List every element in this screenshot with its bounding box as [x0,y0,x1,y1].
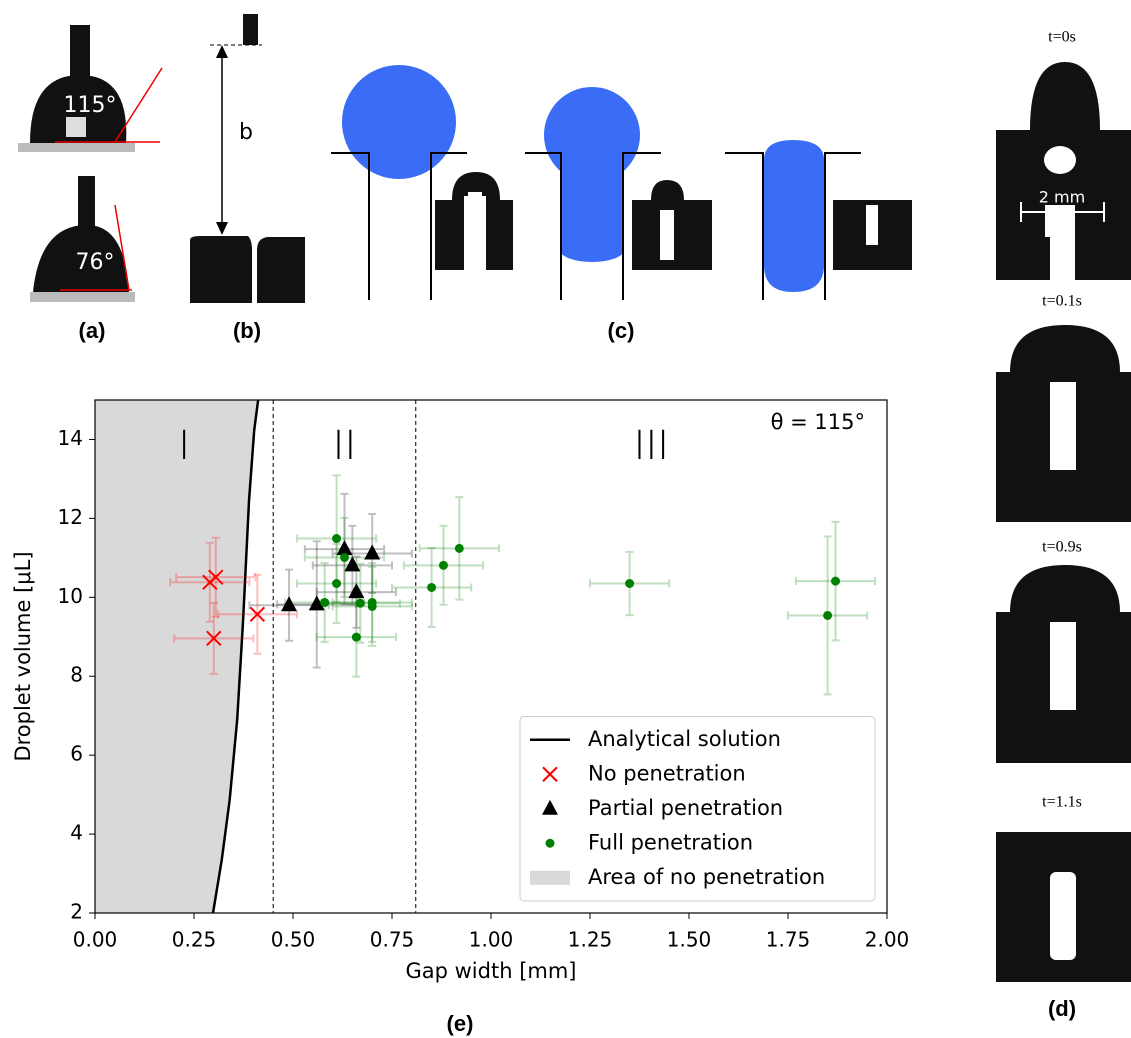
triangle-marker [336,540,353,556]
y-axis-label: Droplet volume [μL] [11,551,35,761]
triangle-marker [281,596,298,612]
y-tick-label: 10 [58,584,83,608]
dot-marker [367,601,377,611]
legend-label: Partial penetration [588,796,783,820]
photo-d [996,325,1131,522]
region-label: II [333,423,357,469]
photo-d [996,832,1131,982]
y-tick-label: 2 [70,900,83,924]
legend-label: Analytical solution [588,727,781,751]
schematic-c [331,65,861,300]
dot-marker [438,560,448,570]
x-axis-label: Gap width [mm] [405,959,576,983]
x-tick-label: 1.25 [568,928,613,952]
x-tick-label: 1.50 [667,928,712,952]
y-tick-label: 14 [58,426,83,450]
region-label: III [634,423,669,469]
dot-marker [355,598,365,608]
x-tick-label: 0.50 [271,928,316,952]
cross-marker [249,606,266,622]
region-label: I [178,423,190,469]
angle: 76° [76,250,115,275]
dot-marker [823,610,833,620]
angle: 115° [64,93,117,118]
photo-a-bottom: 76° [30,176,135,302]
dot-marker [427,582,437,592]
photo-a-top: 115° [18,25,163,155]
triangle-marker [542,799,558,815]
time-label: t=0s [1048,29,1076,46]
x-tick-label: 1.00 [469,928,514,952]
photo-b: b [190,14,305,303]
legend: Analytical solution No penetration Partial… [519,716,876,902]
x-tick-label: 0.75 [370,928,415,952]
dot-marker [545,838,555,848]
photo-c [435,172,912,270]
time-label: t=1.1s [1042,794,1082,811]
dot-marker [332,534,342,544]
dot-marker [625,578,635,588]
panel-label: (e) [447,1011,474,1036]
y-tick-label: 4 [70,821,83,845]
plot-frame [94,399,888,914]
cross-marker [542,766,558,782]
cross-marker [208,569,224,585]
dot-marker [351,632,361,642]
legend-box [519,716,876,902]
photo-d: 2 mm [996,62,1131,280]
annotation: θ = 115° [771,410,865,434]
analytical-line [211,399,260,914]
photo-d [996,565,1131,763]
dot-marker [831,576,841,586]
dimension: b [239,120,253,145]
triangle-marker [308,595,325,611]
triangle-marker [348,583,365,599]
y-tick-label: 8 [70,663,83,687]
dot-marker [454,543,464,553]
time-label: t=0.9s [1042,539,1082,556]
legend-handle [530,870,570,885]
dot-marker [332,578,342,588]
no-penetration-area [95,400,259,913]
triangle-marker [364,544,381,560]
panel-label: (d) [1048,996,1076,1021]
legend-label: Full penetration [588,830,753,854]
legend-label: No penetration [588,761,746,785]
panel-label: (c) [608,318,635,343]
x-tick-label: 0.00 [73,928,118,952]
dot-marker [339,552,349,562]
dot-marker [320,597,330,607]
triangle-marker [344,556,361,572]
panel-label: (a) [79,318,106,343]
cross-marker [206,630,222,647]
x-tick-label: 0.25 [172,928,217,952]
y-tick-label: 12 [58,505,83,529]
y-tick-label: 6 [70,742,83,766]
x-tick-label: 1.75 [766,928,811,952]
scale-label: 2 mm [1039,188,1085,207]
legend-label: Area of no penetration [588,865,825,889]
panel-label: (b) [233,318,261,343]
time-label: t=0.1s [1042,293,1082,310]
x-tick-label: 2.00 [865,928,910,952]
